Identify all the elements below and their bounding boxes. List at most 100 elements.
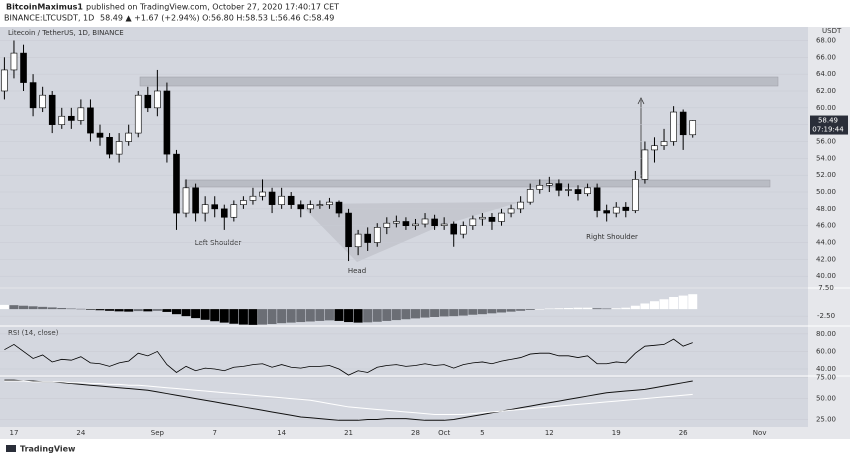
candle-body [603, 210, 610, 214]
resistance-zone [139, 76, 779, 87]
candle-body [201, 204, 209, 214]
histogram-bar [535, 309, 545, 310]
rsi-label: RSI (14, close) [8, 329, 59, 337]
x-tick-label: 7 [212, 429, 216, 437]
candle-body [68, 115, 75, 121]
last-price: 58.49 [818, 117, 838, 125]
candle-body [632, 179, 639, 211]
annotation: Right Shoulder [586, 233, 638, 241]
candle-body [249, 195, 257, 201]
target-arrowhead [637, 97, 645, 105]
candle-body [498, 212, 505, 222]
candle-body [77, 107, 85, 121]
histogram-bar [76, 308, 86, 310]
histogram-bar [401, 309, 411, 320]
candle-body [39, 94, 46, 109]
histogram-bar [162, 309, 172, 312]
y-tick-label: 80.00 [816, 330, 836, 338]
candle-body [679, 111, 687, 136]
candle-body [479, 216, 486, 220]
histogram-bar [497, 309, 507, 313]
y-tick-label: 60.00 [816, 347, 836, 355]
author: BitcoinMaximus1 [6, 3, 83, 12]
histogram-bar [277, 309, 287, 324]
histogram-bar [621, 307, 631, 310]
published: published on TradingView.com, October 27… [86, 3, 339, 12]
x-tick-label: Sep [151, 429, 165, 437]
histogram-bar [133, 309, 143, 312]
y-tick-label: 50.00 [816, 395, 836, 403]
y-tick-label: 68.00 [816, 36, 836, 44]
histogram-bar [229, 309, 239, 324]
x-tick-label: 24 [76, 429, 85, 437]
histogram-bar [324, 309, 334, 321]
candle-body [402, 221, 410, 226]
histogram-bar [649, 301, 659, 310]
histogram-bar [592, 308, 602, 310]
candle-body [106, 136, 113, 155]
histogram-bar [305, 309, 315, 322]
histogram-bar [66, 308, 76, 310]
histogram-bar [9, 305, 19, 310]
histogram-bar [181, 309, 191, 317]
candle-body [373, 227, 381, 243]
histogram-bar [554, 308, 564, 310]
candle-body [87, 107, 94, 134]
candle-body [440, 223, 448, 226]
candle-body [287, 195, 295, 205]
x-tick-label: 14 [277, 429, 286, 437]
candle-body [383, 222, 391, 228]
candle-body [307, 204, 314, 210]
y-tick-label: 62.00 [816, 87, 836, 95]
histogram-bar [477, 309, 487, 315]
y-axis-label: USDT [822, 27, 842, 35]
y-tick-label: 75.00 [816, 374, 836, 382]
histogram-bar [171, 309, 181, 315]
candle-body [546, 183, 553, 186]
y-tick-label: 48.00 [816, 205, 836, 213]
y-tick-label: 46.00 [816, 222, 836, 230]
footer-logo: TradingView [20, 445, 76, 454]
candle-body [565, 189, 572, 191]
candle-body [689, 120, 697, 136]
candle-body [488, 216, 496, 222]
y-tick-label: 40.00 [816, 272, 836, 280]
x-tick-label: 26 [679, 429, 688, 437]
candle-body [517, 201, 524, 210]
histogram-bar [506, 309, 516, 312]
candle-body [459, 225, 467, 235]
histogram-bar [38, 306, 48, 310]
histogram-bar [124, 309, 134, 312]
histogram-bar [630, 305, 640, 310]
candle-body [670, 111, 677, 142]
y-tick-label: 54.00 [816, 154, 836, 162]
histogram-bar [430, 309, 440, 317]
indicator-line [4, 380, 693, 415]
histogram-bar [334, 309, 344, 321]
histogram-bar [114, 309, 124, 312]
candle-body [230, 204, 238, 218]
candle-body [469, 218, 477, 226]
histogram-bar [678, 295, 688, 310]
histogram-bar [611, 308, 621, 310]
histogram-bar [544, 308, 554, 310]
histogram-bar [238, 309, 248, 325]
histogram-bar [640, 303, 650, 310]
candle-body [536, 184, 544, 190]
candle-body [431, 218, 438, 226]
candle-body [612, 206, 620, 214]
histogram-bar [210, 309, 220, 322]
y-tick-label: 25.00 [816, 415, 836, 423]
histogram-bar [659, 299, 669, 310]
chart-title: Litecoin / TetherUS, 1D, BINANCE [8, 29, 124, 37]
candle-body [173, 153, 180, 214]
histogram-bar [449, 309, 459, 317]
histogram-bar [19, 305, 29, 310]
histogram-bar [248, 309, 258, 325]
y-tick-label: 56.00 [816, 138, 836, 146]
candle-body [259, 191, 266, 197]
countdown: 07:19:44 [812, 126, 844, 134]
candle-body [412, 223, 419, 226]
candle-body [268, 191, 276, 205]
histogram-bar [487, 309, 497, 314]
